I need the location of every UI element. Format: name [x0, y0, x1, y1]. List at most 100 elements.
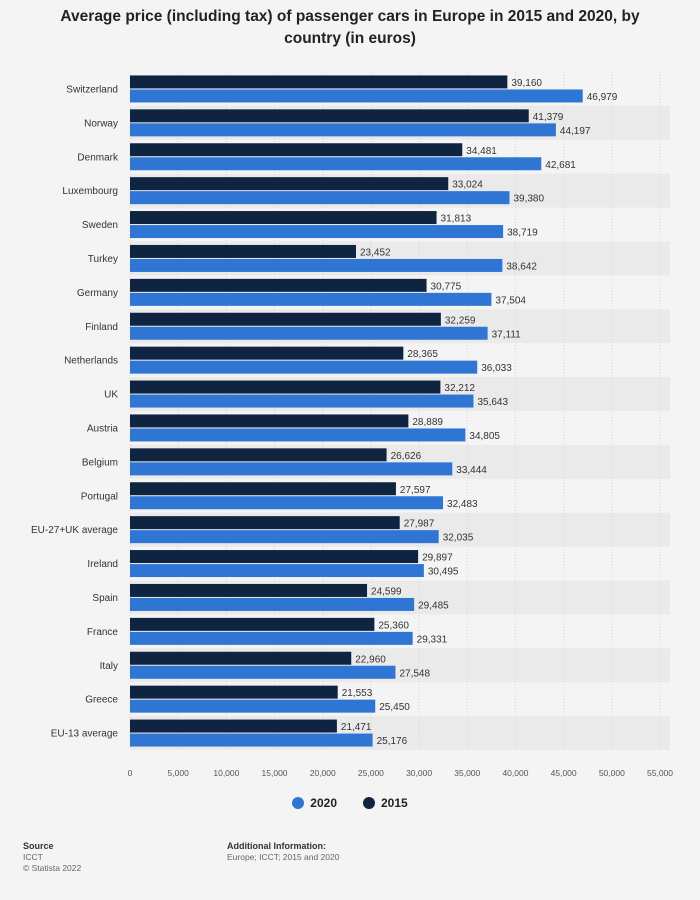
legend-item-2020[interactable]: 2020: [292, 796, 337, 810]
bar-2015: [130, 278, 427, 292]
data-label-2015: 32,212: [444, 383, 475, 394]
category-label: Portugal: [81, 491, 118, 502]
category-label: Netherlands: [64, 356, 118, 367]
category-label: Finland: [85, 322, 118, 333]
bar-2015: [130, 719, 337, 733]
category-label: UK: [104, 390, 118, 401]
x-tick-label: 55,000: [647, 768, 673, 778]
additional-info-block: Additional Information: Europe; ICCT; 20…: [227, 841, 339, 863]
legend-marker-2015: [363, 797, 375, 809]
category-label: EU-27+UK average: [31, 525, 118, 536]
additional-info-text: Europe; ICCT; 2015 and 2020: [227, 852, 340, 862]
category-label: EU-13 average: [51, 729, 119, 740]
data-label-2015: 41,379: [533, 112, 564, 123]
bar-2020: [130, 225, 504, 239]
x-tick-label: 0: [128, 768, 133, 778]
bar-2020: [130, 89, 583, 103]
category-label: Switzerland: [66, 84, 118, 95]
data-label-2020: 34,805: [469, 431, 500, 442]
bar-2020: [130, 699, 376, 713]
bar-2015: [130, 211, 437, 225]
data-label-2015: 34,481: [466, 146, 497, 157]
bar-2020: [130, 530, 439, 544]
data-label-2020: 29,485: [418, 600, 449, 611]
x-tick-label: 10,000: [213, 768, 239, 778]
bar-2020: [130, 258, 503, 272]
source-block: Source ICCT © Statista 2022: [23, 841, 81, 874]
bar-2020: [130, 733, 373, 747]
data-label-2015: 28,889: [412, 417, 443, 428]
data-label-2015: 22,960: [355, 654, 386, 665]
data-label-2015: 33,024: [452, 180, 483, 191]
legend-marker-2020: [292, 797, 305, 809]
bar-2015: [130, 482, 396, 496]
data-label-2015: 28,365: [407, 349, 438, 360]
bar-2020: [130, 123, 556, 137]
x-tick-label: 35,000: [454, 768, 480, 778]
data-label-2020: 44,197: [560, 126, 591, 137]
data-label-2020: 37,111: [492, 329, 522, 340]
bar-2015: [130, 448, 387, 462]
category-label: Belgium: [82, 457, 118, 468]
data-label-2020: 38,719: [507, 228, 538, 239]
data-label-2015: 30,775: [431, 281, 462, 292]
x-tick-label: 25,000: [358, 768, 384, 778]
x-tick-label: 20,000: [310, 768, 336, 778]
data-label-2020: 38,642: [506, 261, 537, 272]
category-label: Italy: [100, 661, 118, 672]
bar-2015: [130, 312, 441, 326]
data-label-2015: 23,452: [360, 247, 391, 258]
bar-2015: [130, 685, 338, 699]
bar-2015: [130, 143, 463, 157]
data-label-2015: 31,813: [441, 214, 472, 225]
data-label-2020: 39,380: [513, 194, 544, 205]
legend-label-2015: 2015: [381, 796, 408, 810]
data-label-2020: 29,331: [417, 634, 448, 645]
category-label: Spain: [92, 593, 118, 604]
bar-2020: [130, 326, 488, 340]
x-tick-label: 45,000: [551, 768, 577, 778]
bar-2020: [130, 564, 424, 578]
category-label: Ireland: [87, 559, 118, 570]
bar-2020: [130, 665, 396, 679]
bar-chart: 0 5,000 10,000 15,000 20,000 25,000 30,000 35,0…: [31, 72, 673, 778]
bar-2015: [130, 651, 352, 665]
bar-2015: [130, 617, 375, 631]
data-label-2020: 37,504: [495, 295, 526, 306]
bar-2020: [130, 462, 453, 476]
bar-2020: [130, 597, 415, 611]
source-name[interactable]: ICCT: [23, 852, 43, 862]
data-label-2020: 46,979: [587, 92, 618, 103]
bar-2015: [130, 583, 368, 597]
data-label-2020: 27,548: [399, 668, 430, 679]
data-label-2015: 27,597: [400, 485, 431, 496]
bar-2020: [130, 360, 478, 374]
bar-2020: [130, 394, 474, 408]
legend: 2020 2015: [0, 796, 700, 810]
data-label-2020: 42,681: [545, 160, 576, 171]
category-label: Austria: [87, 423, 119, 434]
x-tick-label: 30,000: [406, 768, 432, 778]
x-tick-label: 5,000: [168, 768, 190, 778]
additional-info-heading[interactable]: Additional Information:: [227, 841, 326, 851]
bar-2015: [130, 516, 400, 530]
category-label: France: [87, 627, 119, 638]
data-label-2015: 25,360: [378, 620, 409, 631]
bar-2015: [130, 75, 508, 89]
category-label: Denmark: [77, 152, 119, 163]
bar-2015: [130, 109, 529, 123]
bar-2020: [130, 191, 510, 205]
data-label-2015: 29,897: [422, 553, 453, 564]
legend-item-2015[interactable]: 2015: [363, 796, 408, 810]
data-label-2015: 39,160: [511, 78, 542, 89]
data-label-2015: 32,259: [445, 315, 476, 326]
bar-2020: [130, 428, 466, 442]
bar-2015: [130, 380, 441, 394]
data-label-2020: 33,444: [456, 465, 487, 476]
data-label-2015: 24,599: [371, 586, 402, 597]
data-label-2020: 32,483: [447, 499, 478, 510]
category-label: Turkey: [88, 254, 118, 265]
data-label-2020: 35,643: [477, 397, 508, 408]
chart-title: Average price (including tax) of passeng…: [60, 8, 640, 47]
data-label-2020: 36,033: [481, 363, 512, 374]
